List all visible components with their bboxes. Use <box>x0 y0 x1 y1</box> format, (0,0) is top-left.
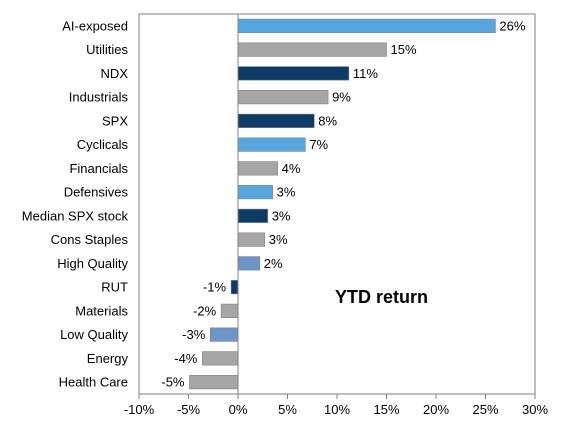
value-label: -3% <box>182 327 206 342</box>
x-tick-label: 30% <box>522 402 548 417</box>
value-label: 26% <box>499 18 525 33</box>
category-label: AI-exposed <box>62 18 128 33</box>
value-label: 3% <box>269 232 288 247</box>
bar <box>209 327 239 342</box>
category-label: High Quality <box>57 256 128 271</box>
value-label: 11% <box>353 66 378 81</box>
category-label: Defensives <box>64 185 129 200</box>
labels-layer: AI-exposed 26% Utilities 15% NDX 11% Industria… <box>22 18 526 389</box>
x-tick-label: 10% <box>324 402 350 417</box>
category-label: Financials <box>69 161 128 176</box>
bar <box>237 18 496 33</box>
value-label: 9% <box>332 90 351 105</box>
bar <box>237 113 315 128</box>
value-label: 7% <box>309 137 328 152</box>
category-label: Median SPX stock <box>22 208 129 223</box>
x-axis-ticks: -10% -5% 0% 5% 10% 15% 20% 25% 30% <box>124 394 548 417</box>
x-tick-label: 15% <box>373 402 399 417</box>
category-label: SPX <box>102 113 128 128</box>
bar <box>230 280 239 295</box>
bar <box>220 303 239 318</box>
category-label: Energy <box>87 351 129 366</box>
value-label: -5% <box>161 375 185 390</box>
value-label: -4% <box>174 351 198 366</box>
x-tick-label: 20% <box>423 402 449 417</box>
category-label: RUT <box>101 280 128 295</box>
bar <box>237 66 350 81</box>
category-label: Cons Staples <box>51 232 129 247</box>
bar <box>237 185 273 200</box>
category-label: Low Quality <box>60 327 128 342</box>
category-label: Utilities <box>86 42 128 57</box>
x-tick-label: 25% <box>472 402 498 417</box>
bar <box>237 137 306 152</box>
value-label: -2% <box>193 303 217 318</box>
x-tick-label: -5% <box>177 402 201 417</box>
value-label: 3% <box>272 208 291 223</box>
bar <box>237 90 329 105</box>
chart-annotation: YTD return <box>335 287 428 307</box>
category-label: Industrials <box>69 90 129 105</box>
category-label: NDX <box>101 66 129 81</box>
x-tick-label: 0% <box>229 402 248 417</box>
bar <box>237 161 278 176</box>
bar <box>237 256 261 271</box>
category-label: Materials <box>75 303 128 318</box>
bar <box>237 232 266 247</box>
bars-layer <box>189 18 496 390</box>
value-label: 8% <box>318 113 337 128</box>
x-tick-label: 5% <box>278 402 297 417</box>
category-label: Cyclicals <box>77 137 129 152</box>
bar <box>237 42 387 57</box>
bar <box>189 375 239 390</box>
x-tick-label: -10% <box>124 402 155 417</box>
value-label: 3% <box>277 185 296 200</box>
value-label: 4% <box>282 161 301 176</box>
category-label: Health Care <box>59 375 128 390</box>
value-label: 2% <box>264 256 283 271</box>
bar <box>202 351 239 366</box>
bar <box>237 208 269 223</box>
value-label: 15% <box>391 42 417 57</box>
value-label: -1% <box>203 280 227 295</box>
